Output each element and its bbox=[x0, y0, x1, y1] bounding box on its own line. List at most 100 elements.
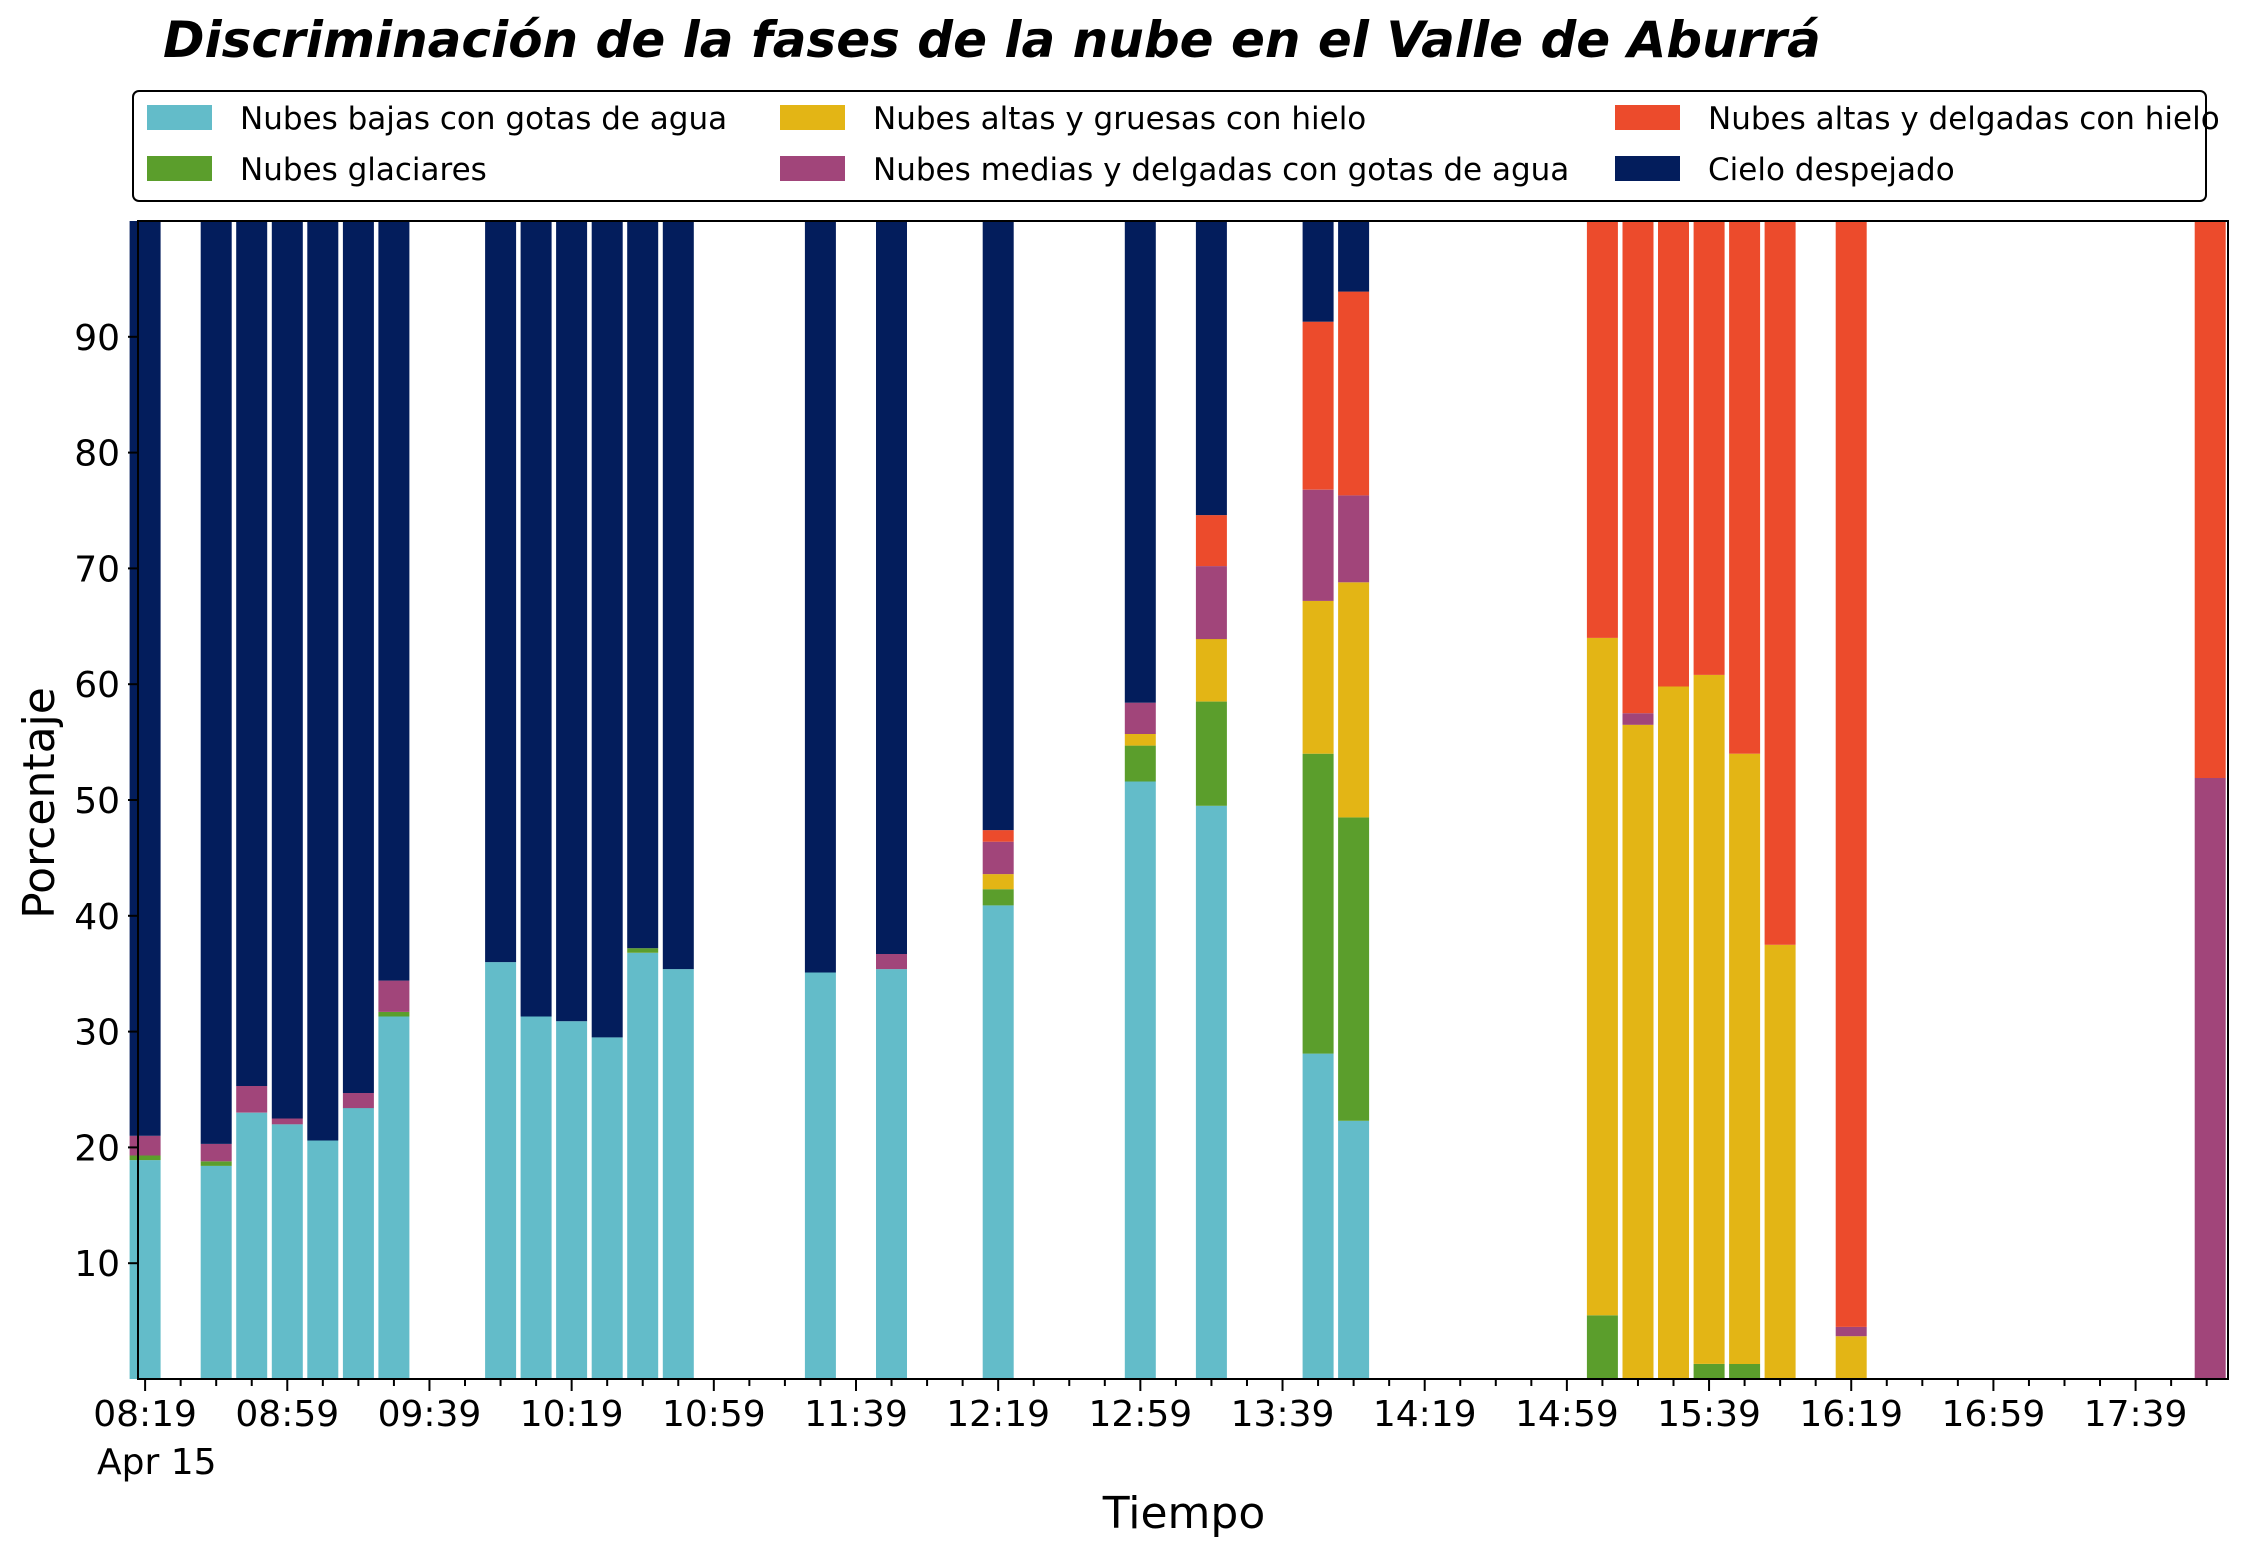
bar-segment-1529-nubes-altas-y-delgadas-con-hielo bbox=[1658, 221, 1689, 687]
x-tick-label: 15:39 bbox=[1657, 1394, 1761, 1435]
bar-segment-1619-nubes-altas-y-gruesas-con-hielo bbox=[1835, 1336, 1867, 1379]
legend-label-nubes-bajas-con-gotas-de-agua: Nubes bajas con gotas de agua bbox=[240, 101, 727, 137]
bar-segment-1129-cielo-despejado bbox=[804, 221, 836, 973]
bar-segment-1529-nubes-altas-y-gruesas-con-hielo bbox=[1658, 686, 1689, 1379]
bar-segment-1319-nubes-altas-y-delgadas-con-hielo bbox=[1195, 515, 1227, 567]
bar-segment-0849-nubes-medias-y-delgadas-con-gotas-de-agua bbox=[236, 1086, 268, 1113]
bar-segment-1359-cielo-despejado bbox=[1338, 221, 1370, 292]
bar-segment-1549-nubes-glaciares bbox=[1729, 1363, 1761, 1379]
chart-title: Discriminación de la fases de la nube en… bbox=[163, 11, 1821, 69]
bar-segment-1039-nubes-glaciares bbox=[627, 948, 659, 953]
bar-segment-0819-nubes-glaciares bbox=[129, 1155, 161, 1161]
bar-segment-0929-nubes-glaciares bbox=[378, 1011, 410, 1017]
bar-segment-0839-nubes-medias-y-delgadas-con-gotas-de-agua bbox=[200, 1143, 232, 1162]
y-tick-label: 10 bbox=[74, 1244, 120, 1285]
bar-segment-1009-nubes-bajas-con-gotas-de-agua bbox=[520, 1016, 552, 1379]
bar-segment-1509-nubes-altas-y-delgadas-con-hielo bbox=[1586, 221, 1618, 638]
bar-segment-1349-nubes-altas-y-delgadas-con-hielo bbox=[1302, 321, 1334, 490]
bar-segment-1009-cielo-despejado bbox=[520, 221, 552, 1017]
x-axis-label: Tiempo bbox=[1102, 1488, 1266, 1539]
legend-swatch-nubes-glaciares bbox=[147, 156, 212, 181]
bar-segment-1049-nubes-bajas-con-gotas-de-agua bbox=[662, 969, 694, 1379]
bar-segment-0839-nubes-bajas-con-gotas-de-agua bbox=[200, 1165, 232, 1379]
bar-segment-0849-cielo-despejado bbox=[236, 221, 268, 1086]
bar-segment-0839-nubes-glaciares bbox=[200, 1161, 232, 1166]
bar-segment-1359-nubes-altas-y-gruesas-con-hielo bbox=[1338, 582, 1370, 818]
legend-frame bbox=[132, 90, 2207, 202]
legend-label-nubes-altas-y-gruesas-con-hielo: Nubes altas y gruesas con hielo bbox=[873, 101, 1366, 137]
x-tick-label: 16:59 bbox=[1942, 1394, 2046, 1435]
bar-segment-1519-nubes-altas-y-gruesas-con-hielo bbox=[1622, 724, 1654, 1379]
x-tick-label: 10:59 bbox=[662, 1394, 766, 1435]
bar-segment-0859-cielo-despejado bbox=[271, 221, 303, 1119]
x-tick-label: 14:19 bbox=[1373, 1394, 1477, 1435]
bar-segment-1149-cielo-despejado bbox=[876, 221, 907, 954]
x-tick-label: 12:59 bbox=[1088, 1394, 1192, 1435]
x-date-label: Apr 15 bbox=[97, 1442, 217, 1483]
bar-segment-1259-nubes-bajas-con-gotas-de-agua bbox=[1124, 781, 1156, 1379]
bar-segment-0839-cielo-despejado bbox=[200, 221, 232, 1144]
bar-segment-1259-nubes-altas-y-gruesas-con-hielo bbox=[1124, 734, 1156, 746]
bar-segment-0859-nubes-bajas-con-gotas-de-agua bbox=[271, 1124, 303, 1379]
bar-segment-0909-cielo-despejado bbox=[307, 221, 339, 1141]
bar-segment-0959-cielo-despejado bbox=[485, 221, 517, 963]
bar-segment-1319-nubes-glaciares bbox=[1195, 701, 1227, 806]
bar-segment-1359-nubes-glaciares bbox=[1338, 817, 1370, 1121]
bar-segment-1539-nubes-altas-y-gruesas-con-hielo bbox=[1693, 674, 1725, 1364]
bar-segment-0929-nubes-bajas-con-gotas-de-agua bbox=[378, 1016, 410, 1379]
bar-segment-1319-nubes-bajas-con-gotas-de-agua bbox=[1195, 805, 1227, 1379]
bar-segment-0849-nubes-bajas-con-gotas-de-agua bbox=[236, 1112, 268, 1379]
bar-segment-1259-cielo-despejado bbox=[1124, 221, 1156, 703]
y-tick-label: 40 bbox=[74, 897, 120, 938]
bar-segment-1319-nubes-medias-y-delgadas-con-gotas-de-agua bbox=[1195, 566, 1227, 640]
bar-segment-1149-nubes-bajas-con-gotas-de-agua bbox=[876, 969, 907, 1379]
bar-segment-1029-nubes-bajas-con-gotas-de-agua bbox=[591, 1037, 623, 1379]
bar-segment-1549-nubes-altas-y-delgadas-con-hielo bbox=[1729, 221, 1761, 754]
bar-segment-1219-nubes-altas-y-delgadas-con-hielo bbox=[982, 830, 1014, 842]
legend-label-nubes-glaciares: Nubes glaciares bbox=[240, 152, 487, 188]
y-tick-label: 80 bbox=[74, 434, 120, 475]
x-tick-label: 08:19 bbox=[93, 1394, 197, 1435]
bar-segment-1349-nubes-medias-y-delgadas-con-gotas-de-agua bbox=[1302, 489, 1334, 601]
bar-segment-0929-cielo-despejado bbox=[378, 221, 410, 981]
legend-swatch-nubes-bajas-con-gotas-de-agua bbox=[147, 105, 212, 130]
y-tick-label: 20 bbox=[74, 1128, 120, 1169]
bar-segment-1519-nubes-altas-y-delgadas-con-hielo bbox=[1622, 221, 1654, 714]
bar-segment-1359-nubes-bajas-con-gotas-de-agua bbox=[1338, 1120, 1370, 1379]
bar-segment-0819-nubes-medias-y-delgadas-con-gotas-de-agua bbox=[129, 1135, 161, 1156]
plot-frame bbox=[137, 220, 2229, 1380]
bar-segment-1319-cielo-despejado bbox=[1195, 221, 1227, 516]
bar-segment-0819-cielo-despejado bbox=[129, 221, 161, 1136]
x-tick-label: 12:19 bbox=[946, 1394, 1050, 1435]
bar-segment-0919-nubes-medias-y-delgadas-con-gotas-de-agua bbox=[342, 1093, 374, 1109]
bar-segment-0909-nubes-bajas-con-gotas-de-agua bbox=[307, 1140, 339, 1379]
legend-swatch-cielo-despejado bbox=[1615, 156, 1680, 181]
x-tick-label: 10:19 bbox=[520, 1394, 624, 1435]
bar-segment-1019-cielo-despejado bbox=[556, 221, 588, 1022]
x-tick-label: 16:19 bbox=[1799, 1394, 1903, 1435]
bar-segment-1619-nubes-medias-y-delgadas-con-gotas-de-agua bbox=[1835, 1326, 1867, 1337]
legend: Nubes bajas con gotas de agua Nubes glaci… bbox=[132, 90, 2220, 202]
bar-segment-1539-nubes-altas-y-delgadas-con-hielo bbox=[1693, 221, 1725, 675]
y-axis-label: Porcentaje bbox=[14, 687, 65, 919]
bar-segment-0819-nubes-bajas-con-gotas-de-agua bbox=[129, 1160, 161, 1379]
bar-segment-1019-nubes-bajas-con-gotas-de-agua bbox=[556, 1021, 588, 1379]
legend-label-nubes-altas-y-delgadas-con-hielo: Nubes altas y delgadas con hielo bbox=[1708, 101, 2220, 137]
bar-segment-1509-nubes-altas-y-gruesas-con-hielo bbox=[1586, 637, 1618, 1316]
bar-segment-1559-nubes-altas-y-delgadas-con-hielo bbox=[1764, 221, 1796, 945]
bar-segment-1549-nubes-altas-y-gruesas-con-hielo bbox=[1729, 753, 1761, 1364]
legend-label-cielo-despejado: Cielo despejado bbox=[1708, 152, 1955, 188]
bar-segment-1559-nubes-altas-y-gruesas-con-hielo bbox=[1764, 944, 1796, 1380]
legend-swatch-nubes-altas-y-delgadas-con-hielo bbox=[1615, 105, 1680, 130]
y-tick-label: 90 bbox=[74, 318, 120, 359]
bar-segment-0859-nubes-medias-y-delgadas-con-gotas-de-agua bbox=[271, 1118, 303, 1125]
x-tick-label: 14:59 bbox=[1515, 1394, 1619, 1435]
y-tick-label: 50 bbox=[74, 781, 120, 822]
bar-segment-1219-nubes-medias-y-delgadas-con-gotas-de-agua bbox=[982, 841, 1014, 875]
legend-label-nubes-medias-y-delgadas-con-gotas-de-agua: Nubes medias y delgadas con gotas de agu… bbox=[873, 152, 1569, 188]
bar-segment-1219-nubes-bajas-con-gotas-de-agua bbox=[982, 905, 1014, 1379]
bar-segment-1509-nubes-glaciares bbox=[1586, 1315, 1618, 1379]
bar-segment-1800-nubes-altas-y-delgadas-con-hielo bbox=[2194, 221, 2226, 778]
bar-segment-1219-nubes-altas-y-gruesas-con-hielo bbox=[982, 874, 1014, 890]
